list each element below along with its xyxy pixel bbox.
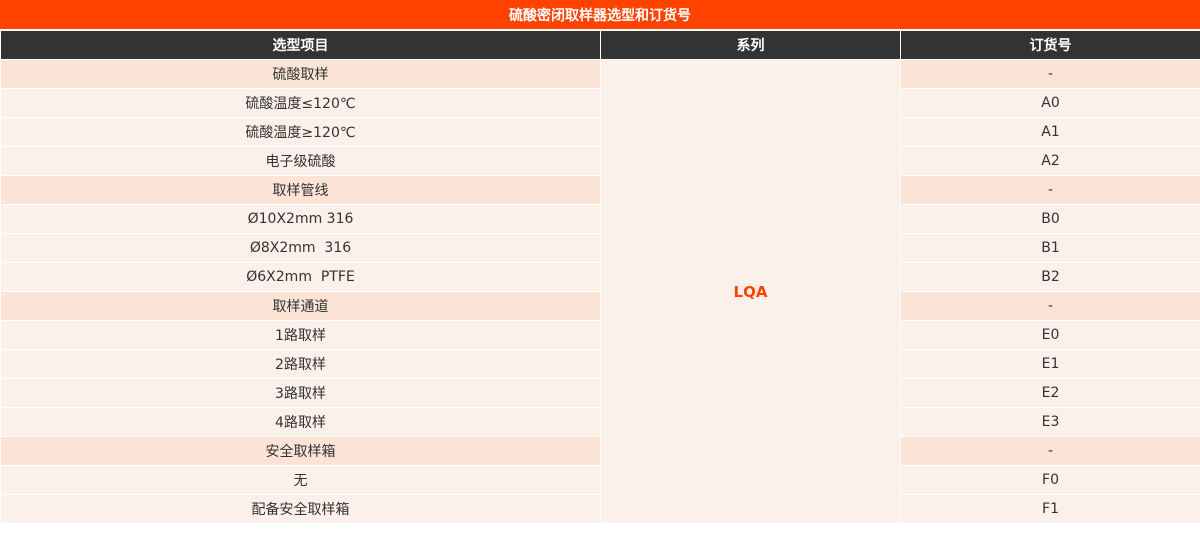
table-row: 3路取样 E2 bbox=[0, 378, 1200, 408]
table-row: 2路取样 E1 bbox=[0, 349, 1200, 379]
item-cell: 电子级硫酸 bbox=[0, 146, 601, 176]
code-cell: E3 bbox=[900, 407, 1200, 437]
code-cell: B2 bbox=[900, 262, 1200, 292]
code-cell: B0 bbox=[900, 204, 1200, 234]
series-cell: LQA bbox=[600, 59, 901, 524]
header-item: 选型项目 bbox=[0, 30, 601, 60]
table-row: Ø6X2mm PTFE B2 bbox=[0, 262, 1200, 292]
item-cell: 1路取样 bbox=[0, 320, 601, 350]
table-row: 4路取样 E3 bbox=[0, 407, 1200, 437]
selection-table: 选型项目 系列 订货号 硫酸取样 LQA - 硫酸温度≤120℃ A0 硫酸温度≥120℃… bbox=[0, 30, 1200, 524]
item-cell: 3路取样 bbox=[0, 378, 601, 408]
table-row: Ø10X2mm 316 B0 bbox=[0, 204, 1200, 234]
table-row: 配备安全取样箱 F1 bbox=[0, 494, 1200, 524]
table-row: 1路取样 E0 bbox=[0, 320, 1200, 350]
table-row: 无 F0 bbox=[0, 465, 1200, 495]
header-code: 订货号 bbox=[900, 30, 1200, 60]
code-cell: - bbox=[900, 59, 1200, 89]
code-cell: E0 bbox=[900, 320, 1200, 350]
code-cell: A2 bbox=[900, 146, 1200, 176]
header-series: 系列 bbox=[600, 30, 901, 60]
item-cell: 硫酸温度≥120℃ bbox=[0, 117, 601, 147]
code-cell: - bbox=[900, 291, 1200, 321]
item-cell: 取样管线 bbox=[0, 175, 601, 205]
code-cell: E1 bbox=[900, 349, 1200, 379]
code-cell: - bbox=[900, 436, 1200, 466]
section-row: 硫酸取样 LQA - bbox=[0, 59, 1200, 524]
table-row: Ø8X2mm 316 B1 bbox=[0, 233, 1200, 263]
item-cell: 配备安全取样箱 bbox=[0, 494, 601, 524]
code-cell: A0 bbox=[900, 88, 1200, 118]
item-cell: 安全取样箱 bbox=[0, 436, 601, 466]
code-cell: A1 bbox=[900, 117, 1200, 147]
item-cell: 硫酸取样 bbox=[0, 59, 601, 89]
table-row: 硫酸温度≥120℃ A1 bbox=[0, 117, 1200, 147]
section-row: 取样通道 - bbox=[0, 291, 1200, 321]
table-row: 硫酸温度≤120℃ A0 bbox=[0, 88, 1200, 118]
item-cell: 硫酸温度≤120℃ bbox=[0, 88, 601, 118]
table-title: 硫酸密闭取样器选型和订货号 bbox=[0, 0, 1200, 30]
item-cell: 2路取样 bbox=[0, 349, 601, 379]
item-cell: 取样通道 bbox=[0, 291, 601, 321]
section-row: 安全取样箱 - bbox=[0, 436, 1200, 466]
item-cell: 4路取样 bbox=[0, 407, 601, 437]
header-row: 选型项目 系列 订货号 bbox=[0, 30, 1200, 60]
section-row: 取样管线 - bbox=[0, 175, 1200, 205]
table-row: 电子级硫酸 A2 bbox=[0, 146, 1200, 176]
item-cell: Ø10X2mm 316 bbox=[0, 204, 601, 234]
item-cell: 无 bbox=[0, 465, 601, 495]
code-cell: B1 bbox=[900, 233, 1200, 263]
code-cell: F0 bbox=[900, 465, 1200, 495]
item-cell: Ø8X2mm 316 bbox=[0, 233, 601, 263]
item-cell: Ø6X2mm PTFE bbox=[0, 262, 601, 292]
code-cell: - bbox=[900, 175, 1200, 205]
code-cell: F1 bbox=[900, 494, 1200, 524]
code-cell: E2 bbox=[900, 378, 1200, 408]
